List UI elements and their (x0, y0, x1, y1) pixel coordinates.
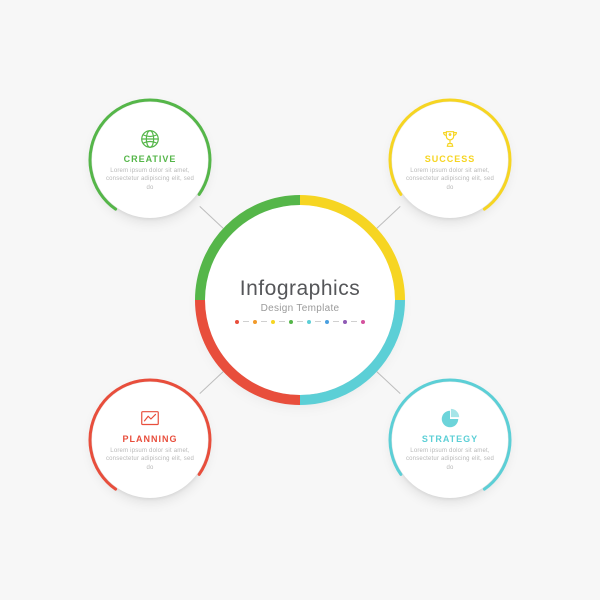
infographic-stage: Infographics Design Template CREATIVE Lor… (0, 0, 600, 600)
pie-icon (439, 408, 461, 430)
node-body: Lorem ipsum dolor sit amet, consectetur … (102, 167, 198, 191)
hub-circle: Infographics Design Template (205, 205, 395, 395)
node-creative: CREATIVE Lorem ipsum dolor sit amet, cons… (92, 102, 208, 218)
node-body: Lorem ipsum dolor sit amet, consectetur … (402, 447, 498, 471)
globe-icon (139, 128, 161, 150)
hub-dot (307, 320, 311, 324)
node-body: Lorem ipsum dolor sit amet, consectetur … (102, 447, 198, 471)
hub-subtitle: Design Template (261, 303, 340, 314)
hub-dot (343, 320, 347, 324)
node-body: Lorem ipsum dolor sit amet, consectetur … (402, 167, 498, 191)
hub-dot (325, 320, 329, 324)
hub-dot (235, 320, 239, 324)
trophy-icon (439, 128, 461, 150)
hub-dot (361, 320, 365, 324)
chart-icon (139, 408, 161, 430)
node-title: SUCCESS (425, 154, 476, 164)
hub-dot (271, 320, 275, 324)
node-strategy: STRATEGY Lorem ipsum dolor sit amet, cons… (392, 382, 508, 498)
hub-dot (253, 320, 257, 324)
node-title: STRATEGY (422, 434, 478, 444)
node-title: PLANNING (123, 434, 178, 444)
node-title: CREATIVE (124, 154, 177, 164)
node-planning: PLANNING Lorem ipsum dolor sit amet, cons… (92, 382, 208, 498)
node-success: SUCCESS Lorem ipsum dolor sit amet, conse… (392, 102, 508, 218)
hub-title: Infographics (240, 277, 360, 301)
hub-dot (289, 320, 293, 324)
hub-dot-row (235, 320, 365, 324)
